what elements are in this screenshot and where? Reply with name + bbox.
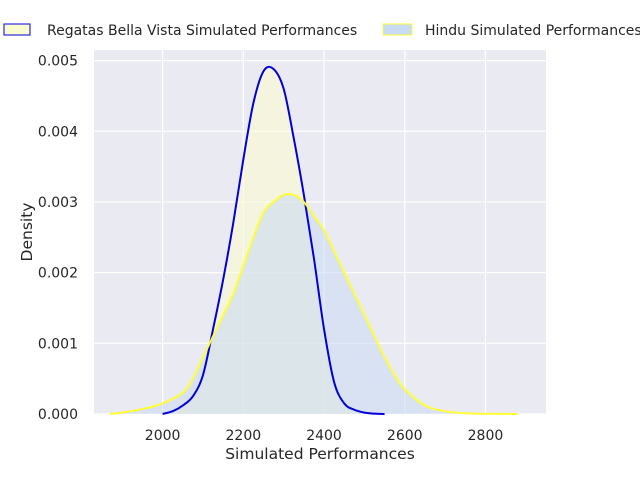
x-tick-label: 2000 [145, 428, 181, 444]
x-tick-labels: 2000 2200 2400 2600 2800 [145, 428, 503, 444]
regatas-bella-vista-simulated-performances-line [162, 65, 385, 415]
y-tick-label: 0.002 [38, 266, 78, 282]
hindu-simulated-performances-line [110, 193, 518, 415]
y-tick-label: 0.000 [38, 407, 78, 423]
y-axis-label: Density [18, 203, 36, 262]
x-tick-label: 2200 [226, 428, 262, 444]
legend-swatch [3, 23, 31, 36]
legend-swatch [382, 23, 413, 36]
x-tick-label: 2400 [306, 428, 342, 444]
y-tick-label: 0.001 [38, 336, 78, 352]
x-tick-label: 2800 [468, 428, 504, 444]
density-lines [110, 65, 518, 415]
x-axis-label: Simulated Performances [225, 445, 415, 463]
legend: Regatas Bella Vista Simulated Performanc… [3, 23, 640, 39]
x-tick-label: 2600 [387, 428, 423, 444]
legend-label: Regatas Bella Vista Simulated Performanc… [47, 23, 357, 39]
legend-label: Hindu Simulated Performances [425, 23, 640, 39]
y-tick-labels: 0.000 0.001 0.002 0.003 0.004 0.005 [38, 54, 78, 423]
y-tick-label: 0.004 [38, 124, 78, 140]
y-tick-label: 0.003 [38, 195, 78, 211]
y-tick-label: 0.005 [38, 54, 78, 70]
hindu-simulated-performances-fill [110, 194, 518, 414]
